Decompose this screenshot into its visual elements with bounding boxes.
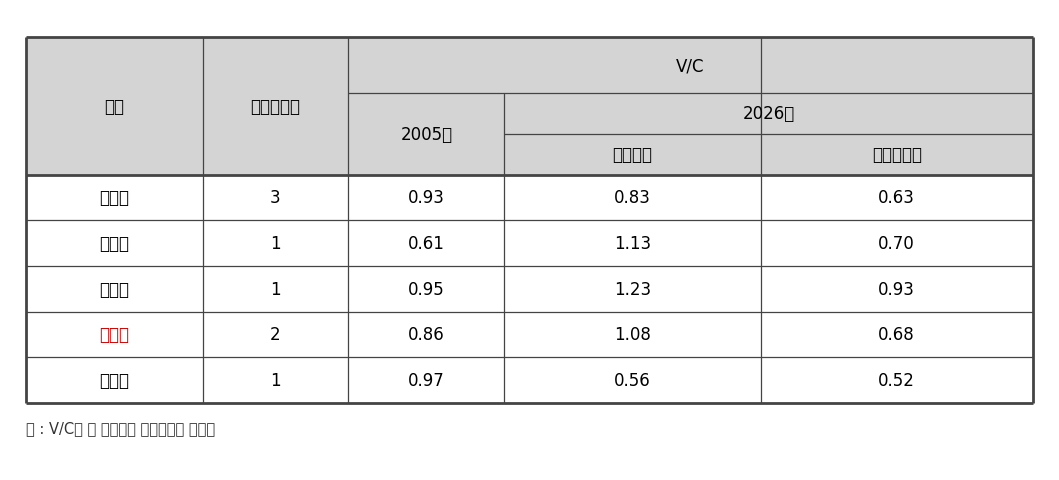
Text: 장성축: 장성축 — [100, 189, 129, 207]
Text: 주 : V/C는 각 교통축별 해당도로의 평균값: 주 : V/C는 각 교통축별 해당도로의 평균값 — [26, 420, 216, 435]
Bar — [26, 358, 1033, 403]
Bar — [26, 266, 1033, 312]
Text: 0.70: 0.70 — [878, 235, 915, 252]
Text: 0.97: 0.97 — [408, 372, 445, 389]
Bar — [26, 221, 1033, 266]
Text: 1: 1 — [270, 372, 281, 389]
Bar — [26, 38, 1033, 403]
Text: 3: 3 — [270, 189, 281, 207]
Text: 담양축: 담양축 — [100, 235, 129, 252]
Text: 1: 1 — [270, 235, 281, 252]
Text: 2: 2 — [270, 326, 281, 344]
Text: 1.23: 1.23 — [614, 280, 651, 298]
Text: V/C: V/C — [677, 57, 704, 75]
Text: 0.56: 0.56 — [614, 372, 651, 389]
Text: 1.13: 1.13 — [614, 235, 651, 252]
Text: 2026년: 2026년 — [742, 105, 794, 123]
Text: 0.68: 0.68 — [878, 326, 915, 344]
Text: 0.95: 0.95 — [408, 280, 445, 298]
Text: 나주축: 나주축 — [100, 326, 129, 344]
Text: 2005년: 2005년 — [400, 125, 452, 144]
Text: 사업시행시: 사업시행시 — [872, 146, 921, 164]
Text: 0.52: 0.52 — [878, 372, 915, 389]
Bar — [26, 175, 1033, 221]
Text: 0.93: 0.93 — [408, 189, 445, 207]
Text: 미시행시: 미시행시 — [612, 146, 652, 164]
Text: 0.83: 0.83 — [614, 189, 651, 207]
Text: 함평축: 함평축 — [100, 372, 129, 389]
Text: 0.93: 0.93 — [878, 280, 915, 298]
Text: 1: 1 — [270, 280, 281, 298]
Text: 0.61: 0.61 — [408, 235, 445, 252]
Text: 0.86: 0.86 — [408, 326, 445, 344]
Text: 해당도로수: 해당도로수 — [251, 98, 301, 116]
Bar — [26, 312, 1033, 358]
Text: 구분: 구분 — [105, 98, 125, 116]
Text: 화순축: 화순축 — [100, 280, 129, 298]
Text: 1.08: 1.08 — [614, 326, 651, 344]
Text: 0.63: 0.63 — [878, 189, 915, 207]
